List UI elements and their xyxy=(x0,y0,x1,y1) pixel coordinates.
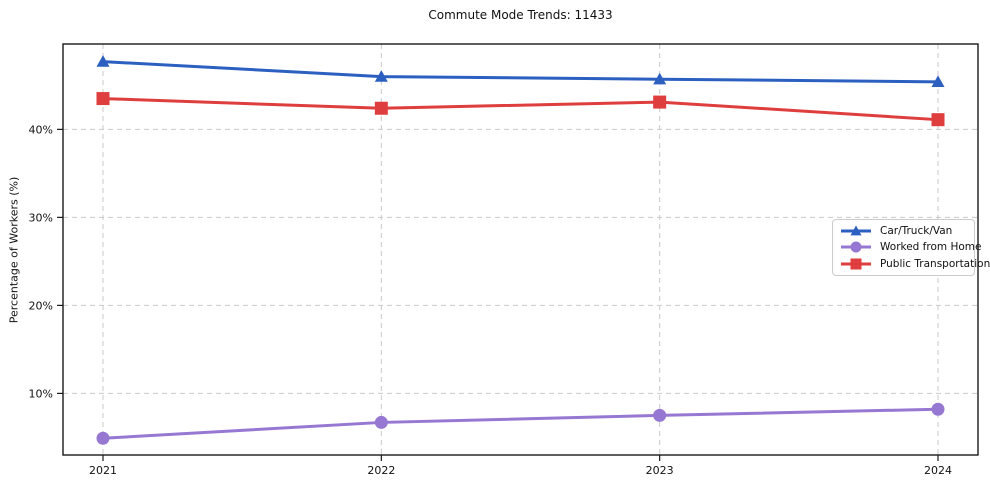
square-marker xyxy=(96,92,110,106)
triangle-marker xyxy=(374,70,388,82)
plot-frame xyxy=(62,43,979,456)
legend-label: Car/Truck/Van xyxy=(880,225,953,238)
series-line xyxy=(101,97,940,122)
legend-label: Worked from Home xyxy=(880,241,982,254)
square-marker xyxy=(931,113,945,127)
legend: Car/Truck/Van Worked from Home Public Tr… xyxy=(832,219,990,276)
triangle-marker xyxy=(653,72,667,85)
triangle-marker xyxy=(96,55,110,67)
chart-title: Commute Mode Trends: 11433 xyxy=(428,8,613,22)
legend-item-car-truck-van: Car/Truck/Van xyxy=(839,224,968,239)
x-tick-label: 2021 xyxy=(89,464,117,477)
circle-marker xyxy=(653,408,667,422)
y-tick-label: 30% xyxy=(29,211,53,224)
y-tick-label: 40% xyxy=(29,123,53,136)
legend-marker-square-icon xyxy=(841,258,871,270)
series-worked-from-home xyxy=(96,402,945,445)
x-tick-label: 2023 xyxy=(646,464,674,477)
x-tick-label: 2022 xyxy=(367,464,395,477)
y-axis-label: Percentage of Workers (%) xyxy=(7,176,21,324)
series-public-transportation xyxy=(96,92,945,127)
circle-marker xyxy=(374,415,388,429)
series-line xyxy=(101,60,940,84)
legend-label: Public Transportation xyxy=(880,257,990,270)
triangle-marker xyxy=(931,75,945,88)
y-tick-label: 20% xyxy=(29,299,53,312)
legend-marker-circle-icon xyxy=(841,241,871,253)
y-tick-label: 10% xyxy=(29,387,53,400)
series-car-truck-van xyxy=(96,55,945,88)
triangle-marker xyxy=(850,225,862,236)
circle-marker xyxy=(96,431,110,445)
square-marker xyxy=(374,101,388,115)
legend-marker-triangle-icon xyxy=(841,225,871,236)
x-tick-label: 2024 xyxy=(924,464,952,477)
axis-ticks: 10% 20% 30% 40% 2021 2022 2023 2024 xyxy=(29,123,952,477)
square-marker xyxy=(850,258,862,270)
square-marker xyxy=(653,95,667,109)
legend-item-public-transportation: Public Transportation xyxy=(839,256,990,271)
series-line xyxy=(101,407,940,440)
circle-marker xyxy=(850,241,862,253)
gridlines xyxy=(63,44,978,455)
circle-marker xyxy=(931,402,945,416)
legend-item-worked-from-home: Worked from Home xyxy=(839,240,981,255)
